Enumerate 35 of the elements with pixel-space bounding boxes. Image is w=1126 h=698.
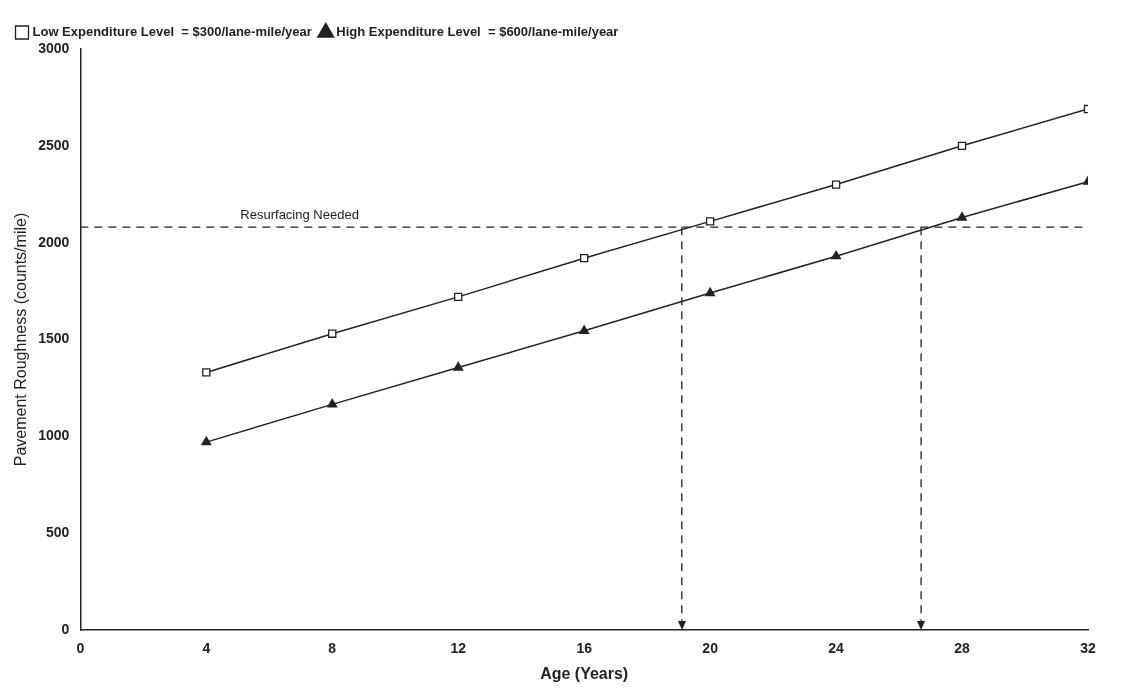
point [579,325,590,334]
x-tick-label: 8 [328,640,337,657]
x-tick-label: 12 [450,640,467,657]
point [454,292,463,302]
point [201,436,212,446]
point [957,211,968,221]
x-tick-label: 28 [954,640,971,657]
x-tick-label: 0 [76,640,85,657]
y-tick-label: 1000 [38,427,70,444]
y-tick-label: 2500 [38,136,70,153]
y-tick-label: 1500 [38,330,70,347]
y-axis-title: Pavement Roughness (counts/mile) [12,212,30,467]
point [202,368,211,377]
point [328,329,337,338]
legend-label: High Expenditure Level = $600/lane-mile/year [336,24,619,40]
legend-label: Low Expenditure Level = $300/lane-mile/year [32,24,312,40]
point [831,250,842,260]
x-tick-label: 20 [702,640,719,657]
x-tick-label: 16 [576,640,593,657]
point [705,217,715,226]
point [957,141,967,151]
y-tick-label: 500 [45,524,70,541]
x-axis-title: Age (Years) [540,664,629,682]
point [327,398,338,408]
point [705,287,716,297]
y-tick-label: 2000 [38,233,70,250]
y-tick-label: 3000 [38,39,70,56]
x-tick-label: 32 [1080,640,1096,657]
x-tick-label: 24 [828,640,845,657]
point [579,253,589,263]
y-tick-label: 0 [61,620,70,637]
point [831,180,841,189]
point [453,361,464,371]
ref-line-label: Resurfacing Needed [240,207,359,223]
x-tick-label: 4 [202,640,211,657]
